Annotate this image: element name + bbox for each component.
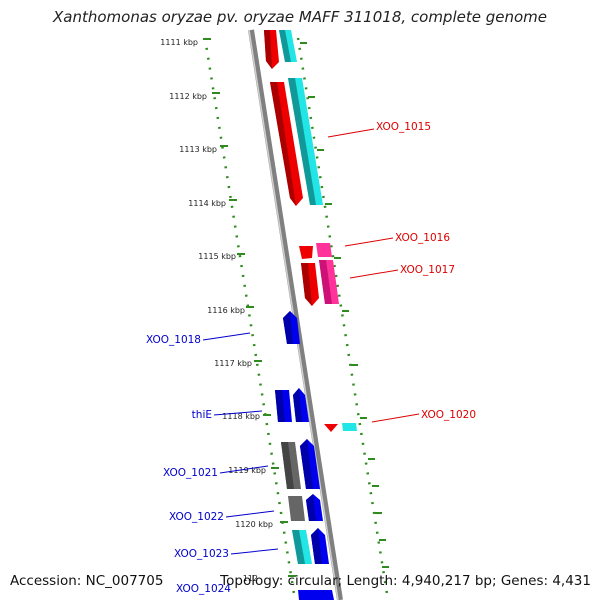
gene-label-xoo-1021[interactable]: XOO_1021 [163,467,218,479]
ruler-tick-labels: 1111 kbp 1112 kbp 1113 kbp 1114 kbp 1115… [160,38,273,583]
gene-arrow-red-shade [264,30,272,69]
gene-block-cyan-shade [279,30,291,62]
gene-label-xoo-1023[interactable]: XOO_1023 [174,548,229,560]
gene-arrow-blue-shade [283,311,293,344]
tick-label: 1112 kbp [169,92,207,101]
right-tick-marks [300,42,389,568]
gene-block-cyan-xoo-1020[interactable] [342,423,357,431]
tick-label: 112 [243,574,258,583]
gene-label-thie[interactable]: thiE [192,409,212,421]
map-title: Xanthomonas oryzae pv. oryzae MAFF 31101… [52,8,548,26]
gene-arrow-red-xoo-1020[interactable] [324,424,338,432]
tick-label: 1113 kbp [179,145,217,154]
gene-block-blue-shade [275,390,285,422]
tick-label: 1118 kbp [222,412,260,421]
genome-backbone [248,29,343,600]
gene-arrow-blue-shade [300,439,313,489]
genome-summary-text: Topology: circular; Length: 4,940,217 bp… [220,573,591,589]
gene-arrow-blue-shade [306,494,316,521]
gene-label-xoo-1018[interactable]: XOO_1018 [146,334,201,346]
tick-label: 1116 kbp [207,306,245,315]
gene-block-magenta-xoo-1016[interactable] [316,243,332,257]
tick-label: 1114 kbp [188,199,226,208]
gene-label-xoo-1024[interactable]: XOO_1024 [176,583,231,595]
left-tick-marks [203,38,296,577]
gene-block-magenta-shade [319,260,332,304]
gene-label-xoo-1020[interactable]: XOO_1020 [421,409,476,421]
gene-label-xoo-1015[interactable]: XOO_1015 [376,121,431,133]
tick-label: 1120 kbp [235,520,273,529]
label-leader-lines [202,128,420,555]
tick-label: 1119 kbp [228,466,266,475]
gene-arrow-blue-shade [293,388,302,422]
gene-arrow-red-shade [301,263,312,306]
gene-block-cyan-shade [292,530,305,564]
accession-text: Accession: NC_007705 [10,573,164,589]
gene-arrow-red-shade [270,82,296,206]
gene-block-cyan-shade [288,78,316,205]
gene-label-xoo-1016[interactable]: XOO_1016 [395,232,450,244]
gene-arrow-blue-shade [311,528,322,564]
gene-block-gray-shade [281,442,294,489]
gene-label-xoo-1022[interactable]: XOO_1022 [169,511,224,523]
tick-label: 1115 kbp [198,252,236,261]
gene-label-xoo-1017[interactable]: XOO_1017 [400,264,455,276]
gene-block-gray-xoo-1022[interactable] [288,496,305,521]
gene-block-blue-xoo-1024[interactable] [298,590,334,600]
tick-label: 1117 kbp [214,359,252,368]
tick-label: 1111 kbp [160,38,198,47]
gene-arrow-red-xoo-1016[interactable] [299,246,313,259]
